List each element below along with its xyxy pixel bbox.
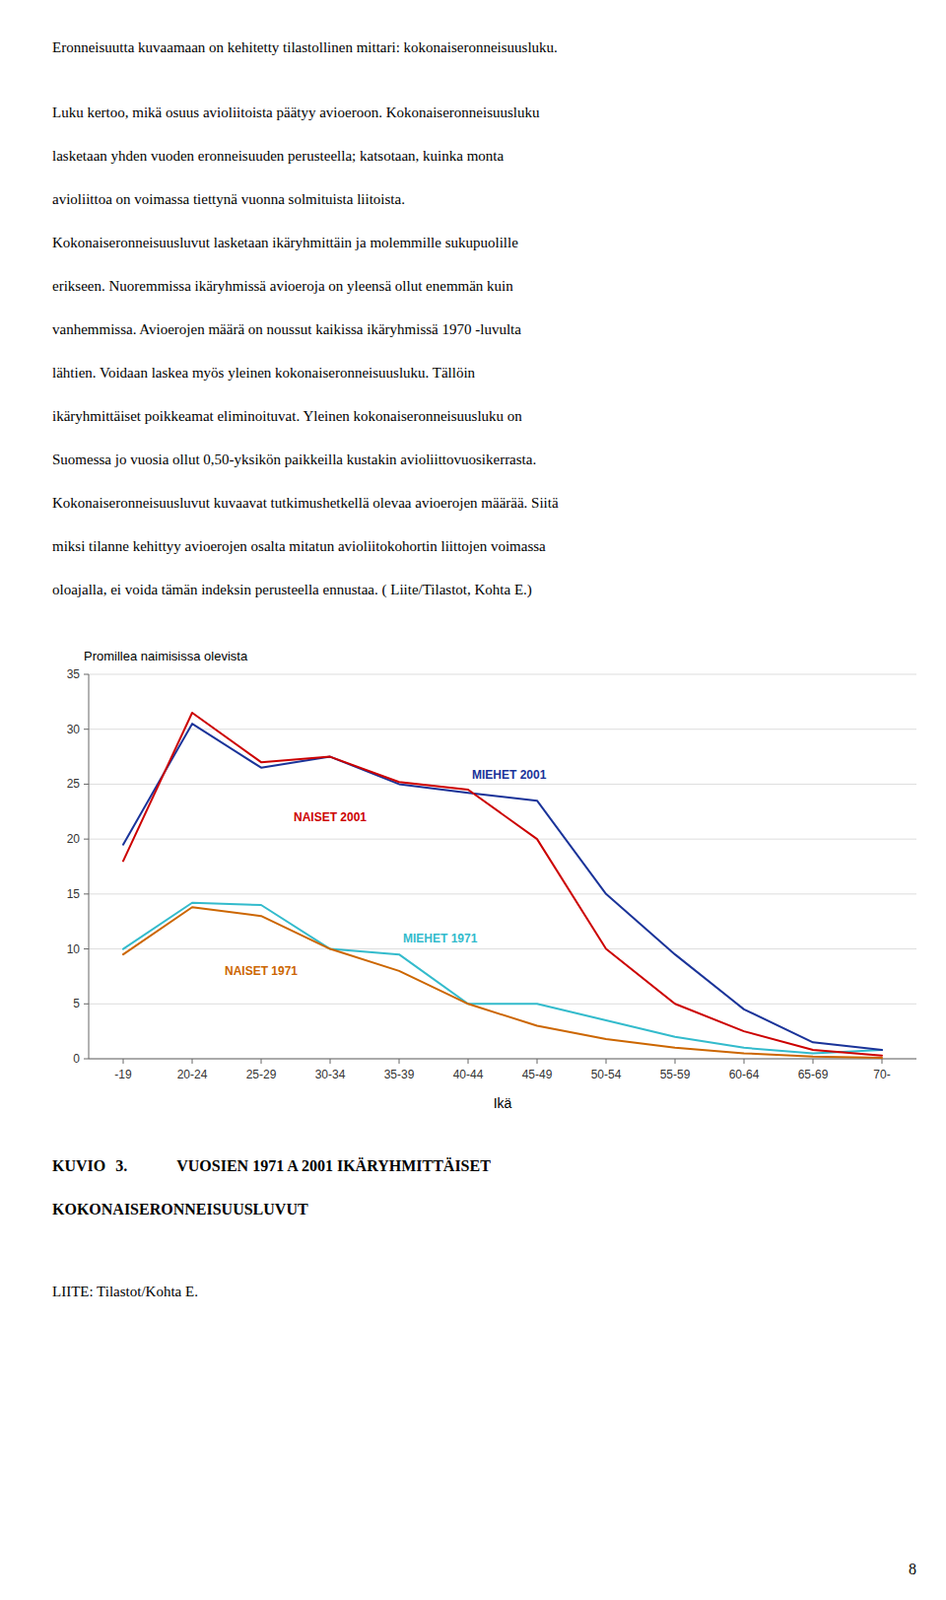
series-line [123,902,882,1054]
y-axis-title: Promillea naimisissa olevista [83,648,249,664]
body-text-line: erikseen. Nuoremmissa ikäryhmissä avioer… [52,277,514,295]
x-tick-label: -19 [114,1067,133,1082]
y-tick-label: 30 [67,722,81,737]
y-tick [83,892,89,894]
body-text-line: avioliittoa on voimassa tiettynä vuonna … [52,191,406,208]
body-text-line: Kokonaiseronneisuusluvut kuvaavat tutkim… [52,494,559,512]
y-tick [83,783,89,785]
x-tick-label: 30-34 [315,1067,346,1082]
y-tick [83,947,89,949]
grid [88,674,917,1059]
grid-line [88,892,917,894]
x-tick [399,1058,401,1064]
caption-number: 3. [115,1156,128,1174]
x-tick [192,1058,194,1064]
x-tick [537,1058,539,1064]
body-text-line: ikäryhmittäiset poikkeamat eliminoituvat… [52,407,523,425]
appendix-note: LIITE: Tilastot/Kohta E. [52,1283,199,1300]
y-tick-label: 20 [67,831,81,846]
x-tick-label: 70- [873,1067,890,1082]
x-tick [261,1058,263,1064]
x-axis: -19 20-24 25-29 30-34 35-39 40-44 45-49 50-54 55… [88,1058,917,1082]
x-tick [123,1058,125,1064]
y-tick-label: 25 [67,776,81,791]
x-tick-label: 55-59 [660,1067,691,1082]
body-text-line: miksi tilanne kehittyy avioerojen osalta… [52,538,546,555]
x-tick-label: 50-54 [591,1067,622,1082]
y-tick [83,728,89,730]
body-text-line: lähtien. Voidaan laskea myös yleinen kok… [52,364,475,382]
x-tick-label: 65-69 [798,1067,829,1082]
x-tick [675,1058,676,1064]
x-tick-label: 40-44 [453,1067,484,1082]
x-tick [468,1058,470,1064]
page: Eronneisuutta kuvaamaan on kehitetty til… [0,0,946,1600]
y-tick [83,838,89,840]
grid-line [88,947,917,949]
y-tick-label: 35 [67,667,81,681]
x-axis-line [88,1058,917,1060]
series-labels: NAISET 2001 MIEHET 2001 NAISET 1971 MIEHET … [224,767,547,978]
series-label: NAISET 2001 [293,810,367,824]
caption-label: KUVIO [52,1156,106,1174]
body-text-line: vanhemmissa. Avioerojen määrä on noussut… [52,321,522,338]
x-tick [881,1058,883,1064]
y-tick-label: 15 [67,886,81,901]
grid-line [88,838,917,840]
x-tick-label: 60-64 [729,1067,760,1082]
x-tick-label: 35-39 [384,1067,415,1082]
body-text-line: lasketaan yhden vuoden eronneisuuden per… [52,147,504,165]
grid-line [88,728,917,730]
y-tick-label: 0 [72,1051,80,1066]
y-axis: 0 5 10 15 20 25 30 35 [67,667,89,1066]
series-label: MIEHET 1971 [403,931,478,946]
series-line [123,906,882,1058]
body-text-line: Luku kertoo, mikä osuus avioliitoista pä… [52,104,541,122]
body-text-line: Suomessa jo vuosia ollut 0,50-yksikön pa… [52,451,537,469]
caption-text: KOKONAISERONNEISUUSLUVUT [52,1200,309,1218]
x-tick [330,1058,332,1064]
grid-line [88,783,917,785]
series-label: NAISET 1971 [224,963,298,978]
grid-line [88,674,917,676]
y-tick [83,1058,89,1060]
y-tick [83,674,89,676]
y-tick-label: 5 [72,996,80,1011]
x-axis-title: Ikä [493,1094,513,1111]
y-tick [83,1003,89,1005]
x-tick-label: 20-24 [177,1067,208,1082]
series-line [123,712,882,1056]
y-axis-line [88,674,90,1059]
series-label: MIEHET 2001 [472,767,547,782]
caption-line: KUVIO 3. VUOSIEN 1971 A 2001 IKÄRYHMITTÄIS… [52,1156,491,1175]
x-tick [812,1058,814,1064]
x-tick [743,1058,745,1064]
x-tick-label: 45-49 [522,1067,553,1082]
body-text-line: Kokonaiseronneisuusluvut lasketaan ikäry… [52,234,519,252]
caption-text: VUOSIEN 1971 A 2001 IKÄRYHMITTÄISET [176,1156,491,1174]
grid-line [88,1058,917,1060]
page-number: 8 [908,1559,917,1578]
body-text-line: oloajalla, ei voida tämän indeksin perus… [52,581,533,599]
series-lines [123,712,882,1058]
x-tick [606,1058,608,1064]
y-tick-label: 10 [67,942,81,956]
body-text-line: Eronneisuutta kuvaamaan on kehitetty til… [52,39,558,57]
x-tick-label: 25-29 [246,1067,277,1082]
line-chart: 0 5 10 15 20 25 30 35 -19 20-24 25-29 30-34 35-39 40-… [0,634,946,1128]
series-line [123,723,882,1050]
